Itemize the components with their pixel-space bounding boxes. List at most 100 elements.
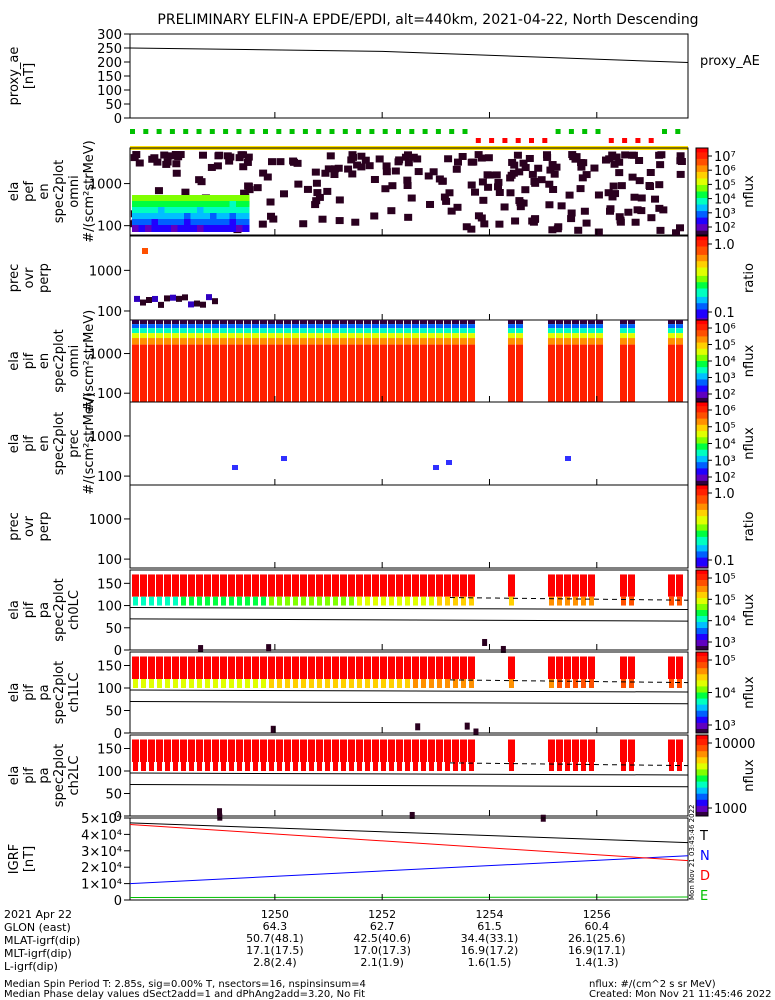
pa-cell — [469, 596, 474, 606]
spectrogram-cell — [656, 226, 665, 234]
colorbar-cell — [696, 244, 708, 247]
colorbar-cell — [696, 530, 708, 534]
spectrogram-column — [452, 320, 459, 325]
spectrogram-column — [628, 338, 635, 345]
colorbar-cell — [696, 375, 708, 378]
spectrogram-cell — [442, 197, 451, 205]
pa-cell — [308, 739, 315, 762]
pa-cell — [266, 644, 272, 652]
pa-cell — [229, 762, 234, 771]
spectrogram-column — [340, 324, 347, 329]
y-tick-label: 0 — [114, 112, 122, 127]
panel-frame — [129, 651, 689, 734]
colorbar-cell — [696, 311, 708, 315]
spectrogram-cell — [236, 225, 243, 232]
y-axis-label: pif — [22, 352, 37, 369]
pa-cell — [388, 656, 395, 679]
colorbar-cell — [696, 600, 708, 603]
pa-cell — [676, 574, 683, 597]
spectrogram-cell — [628, 173, 637, 181]
spectrogram-column — [420, 324, 427, 329]
colorbar-cell — [696, 586, 708, 589]
timestamp-vertical: Mon Nov 21 03:45:46 2022 — [688, 805, 696, 900]
spectrogram-column — [668, 324, 675, 329]
spectrogram-column — [412, 338, 419, 345]
pa-cell — [293, 596, 298, 606]
pa-cell — [421, 596, 426, 606]
colorbar-cell — [696, 588, 708, 591]
colorbar-cell — [696, 487, 708, 490]
igrf-line-N — [129, 855, 689, 885]
colorbar-cell — [696, 501, 708, 505]
spectrogram-column — [164, 333, 171, 339]
footer-note-phase: Median Phase delay values dSect2add=1 an… — [4, 989, 366, 1000]
spectrogram-cell — [203, 225, 211, 232]
spectrogram-column — [212, 324, 219, 329]
y-axis-label: ovr — [22, 267, 37, 289]
pa-cell — [341, 596, 346, 606]
pa-cell — [461, 679, 466, 688]
spectrogram-cell — [567, 209, 576, 217]
pa-cell — [356, 739, 363, 762]
ratio-cell — [152, 295, 158, 302]
colorbar-cell — [696, 466, 708, 469]
spectrogram-column — [436, 328, 443, 334]
spectrogram-column — [172, 344, 179, 402]
pa-cell — [308, 574, 315, 597]
spectrogram-cell — [550, 170, 559, 178]
spectrogram-cell — [154, 187, 163, 195]
colorbar-cell — [696, 248, 708, 252]
pa-cell — [141, 596, 146, 606]
colorbar-cell — [696, 254, 708, 258]
colorbar-cell — [696, 522, 708, 525]
quality-flag — [435, 129, 441, 134]
spectrogram-cell — [177, 201, 185, 208]
panel-frame — [129, 734, 689, 817]
spectrogram-column — [292, 338, 299, 345]
spectrogram-cell — [210, 201, 217, 208]
colorbar-cell — [696, 148, 708, 151]
pa-cell — [413, 596, 418, 606]
pa-cell — [284, 739, 291, 762]
colorbar-cell — [696, 472, 708, 476]
colorbar-cell — [696, 482, 708, 486]
spectrogram-column — [452, 333, 459, 339]
spectrogram-column — [244, 338, 251, 345]
spectrogram-cell — [151, 225, 159, 232]
spectrogram-column — [172, 324, 179, 329]
spectrogram-cell — [132, 207, 139, 214]
colorbar-cell — [696, 632, 708, 635]
footer-value: 26.1(25.6) — [567, 932, 626, 945]
colorbar-cell — [696, 690, 708, 693]
spectrogram-column — [132, 338, 139, 345]
igrf-legend-N: N — [700, 849, 710, 864]
spectrogram-cell — [223, 219, 230, 226]
y-axis-label: spec2plot — [52, 329, 67, 392]
spectrogram-cell — [529, 218, 538, 226]
colorbar-cell — [696, 696, 708, 700]
colorbar-cell — [696, 158, 708, 162]
spectrogram-column — [204, 320, 211, 325]
colorbar-cell — [696, 592, 708, 595]
y-tick-label: 50 — [105, 622, 122, 637]
spectrogram-column — [668, 338, 675, 345]
spectrogram-column — [668, 333, 675, 339]
spectrogram-cell — [138, 201, 146, 208]
spectrogram-cell — [242, 195, 250, 202]
colorbar-cell — [696, 273, 708, 277]
panel-frame — [129, 147, 689, 236]
quality-flag — [529, 138, 534, 143]
colorbar-cell — [696, 787, 708, 791]
quality-flag — [675, 129, 681, 134]
spectrogram-cell — [348, 153, 357, 161]
pa-cell — [181, 762, 186, 771]
spectrogram-cell — [232, 465, 238, 470]
colorbar-cell — [696, 340, 708, 344]
spectrogram-column — [212, 344, 219, 402]
spectrogram-column — [580, 328, 587, 334]
pa-cell — [317, 596, 322, 606]
pa-cell — [348, 656, 355, 679]
spectrogram-cell — [552, 163, 561, 171]
spectrogram-column — [508, 338, 515, 345]
pa-cell — [572, 574, 579, 597]
